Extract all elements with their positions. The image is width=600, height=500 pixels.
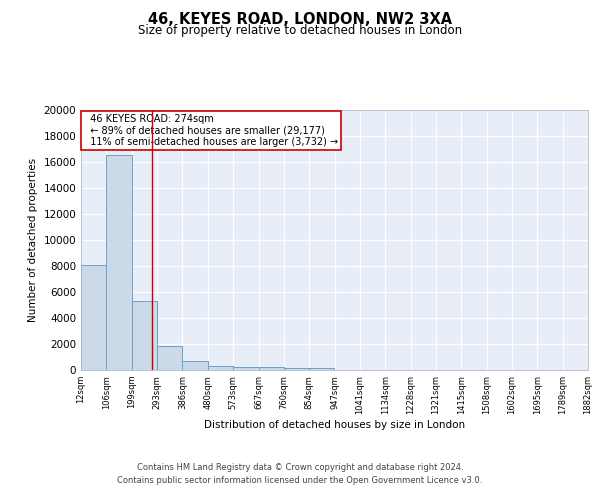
- Bar: [284, 368, 309, 370]
- Bar: [233, 367, 259, 370]
- Bar: [309, 368, 335, 370]
- Bar: [132, 301, 157, 370]
- Bar: [208, 366, 233, 370]
- Text: Contains HM Land Registry data © Crown copyright and database right 2024.: Contains HM Land Registry data © Crown c…: [137, 464, 463, 472]
- Text: Contains public sector information licensed under the Open Government Licence v3: Contains public sector information licen…: [118, 476, 482, 485]
- Y-axis label: Number of detached properties: Number of detached properties: [28, 158, 38, 322]
- Bar: [182, 361, 208, 370]
- Bar: [81, 264, 106, 370]
- Text: 46, KEYES ROAD, LONDON, NW2 3XA: 46, KEYES ROAD, LONDON, NW2 3XA: [148, 12, 452, 28]
- Text: 46 KEYES ROAD: 274sqm
  ← 89% of detached houses are smaller (29,177)
  11% of s: 46 KEYES ROAD: 274sqm ← 89% of detached …: [83, 114, 338, 147]
- Bar: [157, 346, 182, 370]
- Bar: [259, 368, 284, 370]
- Bar: [106, 156, 132, 370]
- X-axis label: Distribution of detached houses by size in London: Distribution of detached houses by size …: [204, 420, 465, 430]
- Text: Size of property relative to detached houses in London: Size of property relative to detached ho…: [138, 24, 462, 37]
